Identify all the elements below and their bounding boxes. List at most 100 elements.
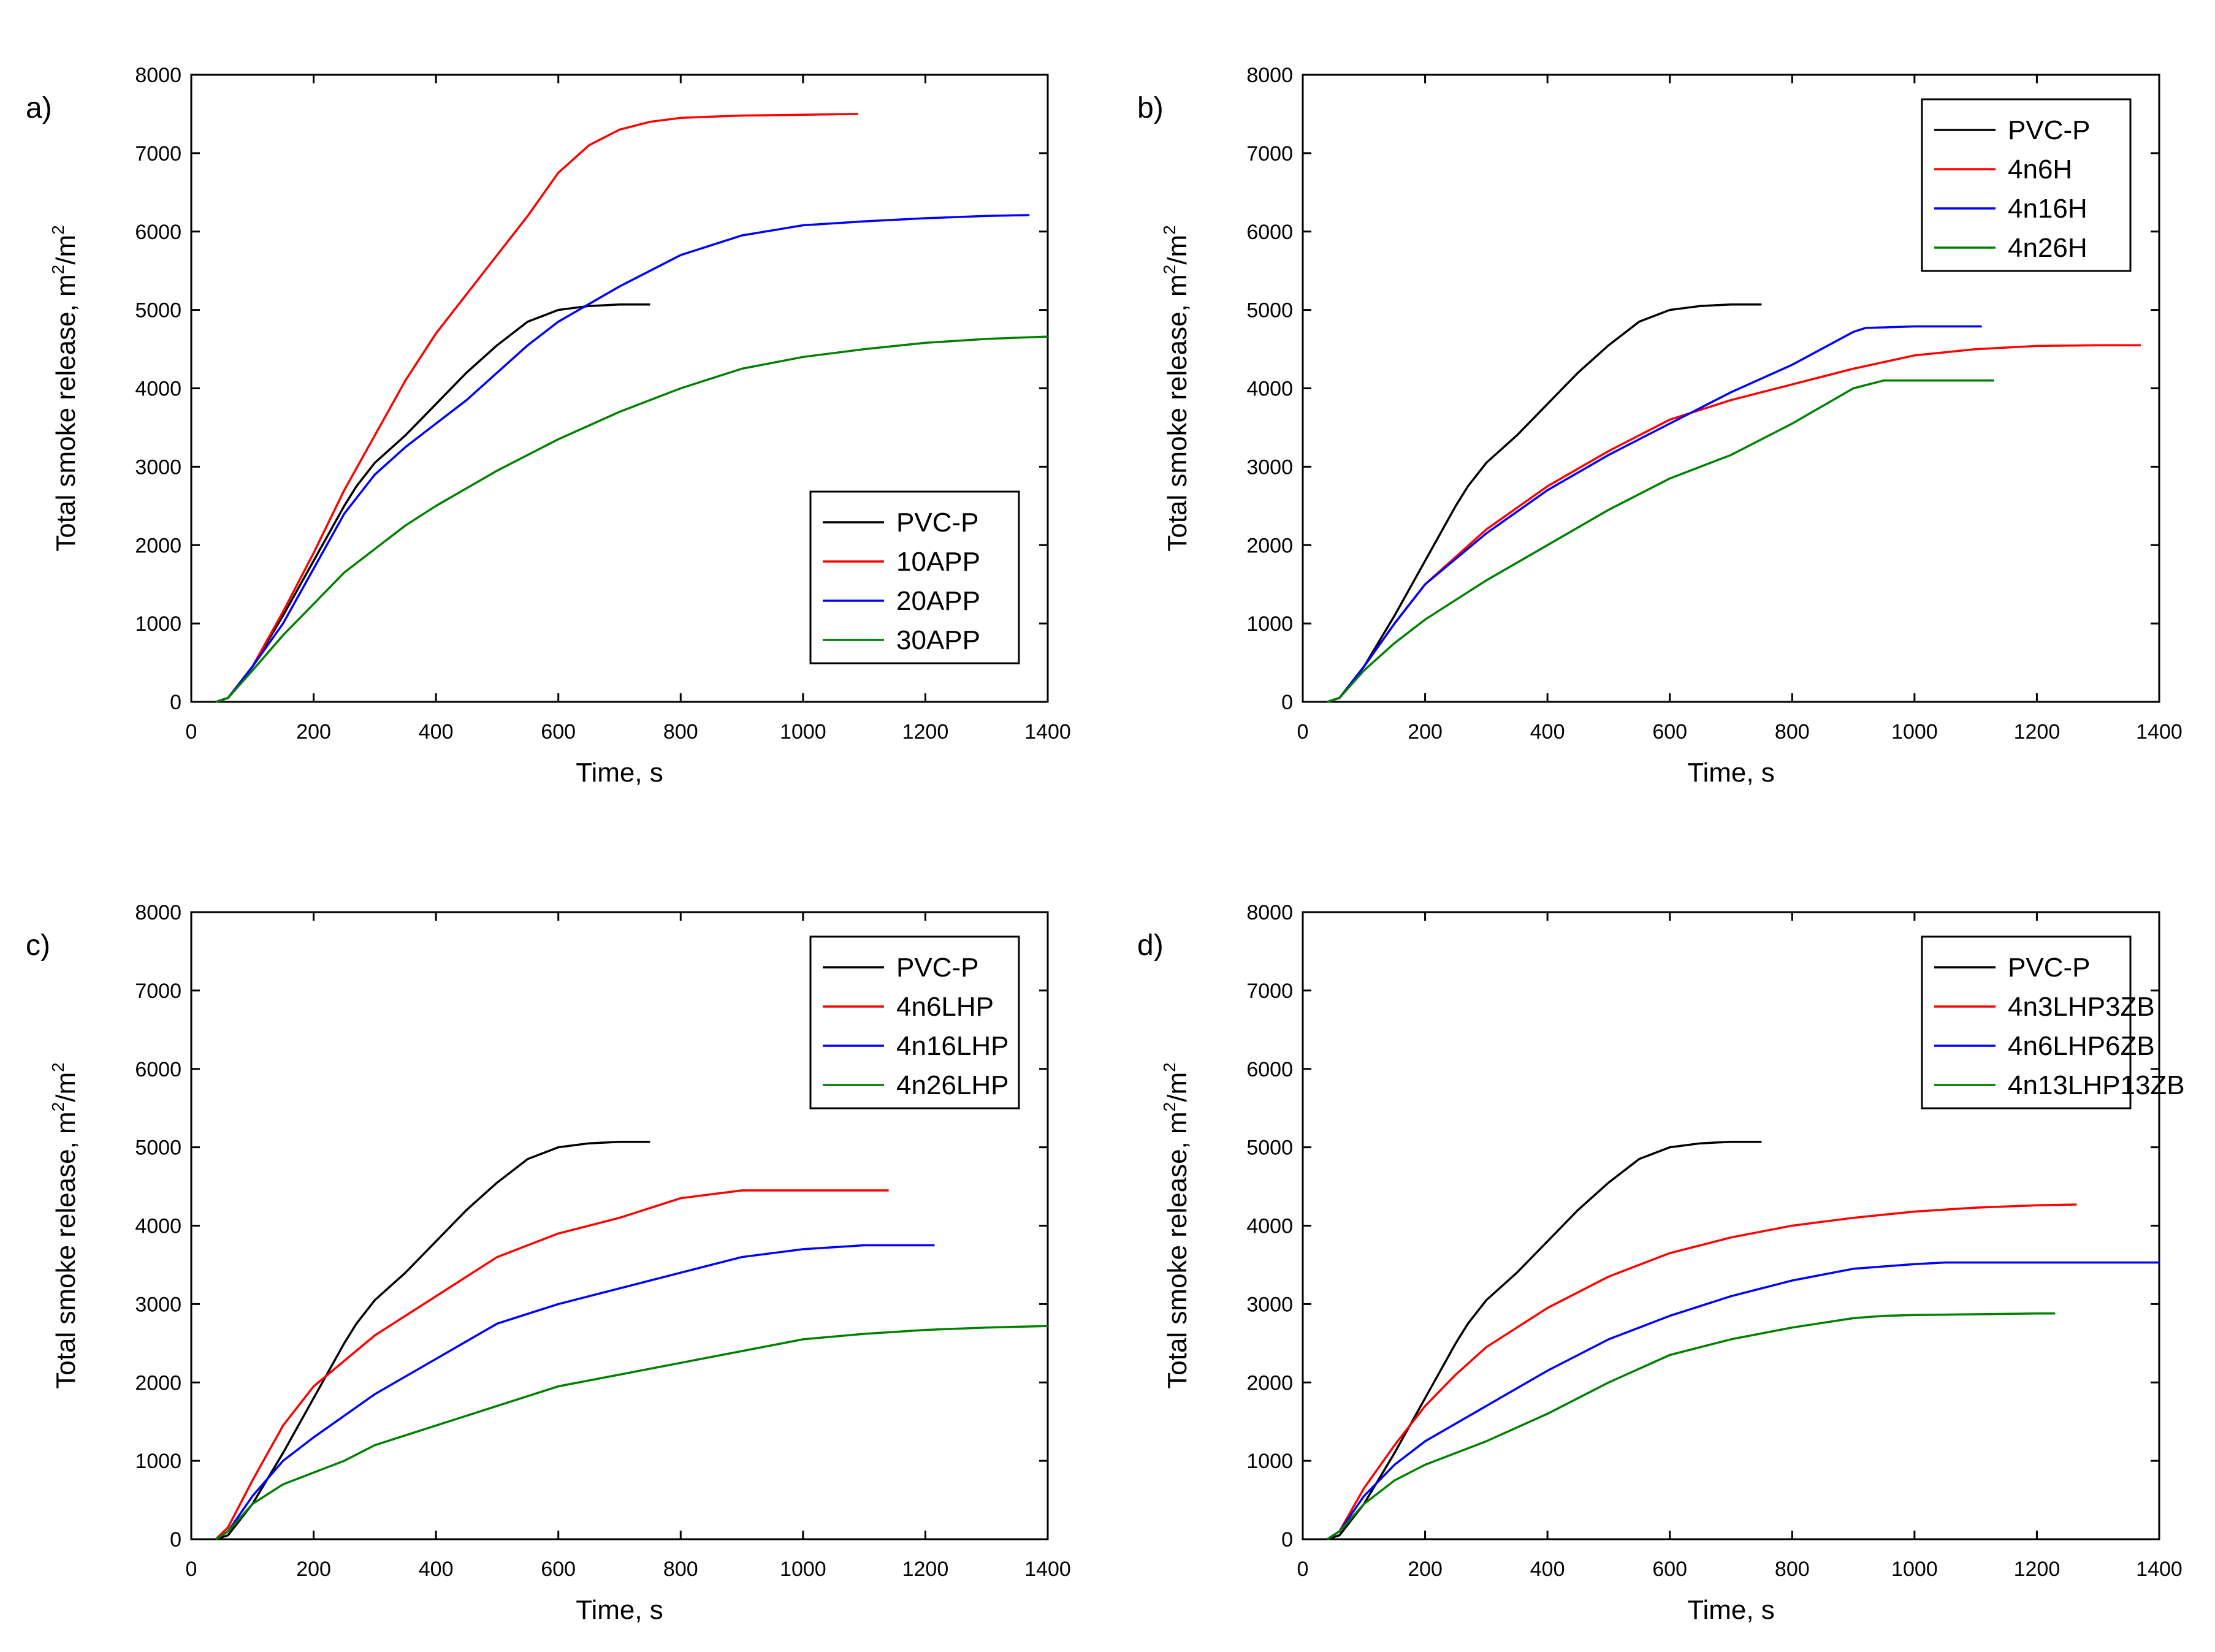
y-tick-label: 3000 — [135, 455, 181, 479]
y-axis-title-sup: 2 — [48, 225, 67, 235]
y-tick-label: 6000 — [135, 1058, 181, 1081]
y-tick-label: 8000 — [1246, 901, 1293, 924]
x-tick-label: 600 — [1652, 1558, 1687, 1581]
x-tick-label: 800 — [663, 720, 698, 744]
x-tick-label: 1200 — [2014, 720, 2061, 744]
x-tick-label: 600 — [1652, 720, 1687, 744]
y-tick-label: 0 — [1281, 691, 1293, 714]
y-tick-label: 8000 — [1246, 64, 1293, 87]
x-tick-label: 0 — [1297, 720, 1309, 744]
y-axis-title-text: Total smoke release, m — [1162, 1111, 1192, 1388]
x-tick-label: 1000 — [780, 1558, 826, 1581]
legend: PVC-P 10APP 20APP 30APP — [809, 490, 1020, 664]
y-tick-label: 1000 — [135, 1450, 181, 1473]
y-tick-label: 1000 — [1246, 1450, 1293, 1473]
y-tick-label: 0 — [1281, 1528, 1293, 1551]
legend-box — [809, 490, 1020, 664]
series-line-4n3lhp3zb — [1326, 1203, 2077, 1540]
x-tick-label: 0 — [1297, 1558, 1309, 1581]
legend-label: 4n16H — [2008, 194, 2087, 224]
x-tick-label: 600 — [541, 1558, 576, 1581]
y-axis-title-sup: 2 — [1160, 225, 1179, 235]
y-axis-title-sup: 2 — [1160, 1062, 1179, 1072]
legend-label: 4n6LHP6ZB — [2008, 1031, 2155, 1061]
y-axis-title-text: Total smoke release, m — [51, 274, 81, 551]
y-axis-title-unit: /m — [51, 1072, 81, 1102]
panel-label: d) — [1137, 929, 1164, 962]
x-tick-label: 600 — [541, 720, 576, 744]
y-axis-title-unit: /m — [1162, 1072, 1192, 1102]
x-tick-label: 1000 — [1891, 720, 1938, 744]
panel-label: c) — [26, 929, 50, 962]
y-axis-title-sup: 2 — [48, 1062, 67, 1072]
series-line-30app — [215, 335, 1048, 703]
x-tick-label: 200 — [296, 1558, 331, 1581]
y-tick-label: 7000 — [1246, 142, 1293, 166]
legend: PVC-P 4n6LHP 4n16LHP 4n26LHP — [809, 935, 1020, 1110]
legend: PVC-P 4n6H 4n16H 4n26H — [1921, 98, 2132, 272]
x-axis-title: Time, s — [576, 1595, 663, 1625]
y-tick-label: 8000 — [135, 901, 181, 924]
legend-label: 4n6H — [2008, 154, 2072, 185]
y-tick-label: 6000 — [1246, 1058, 1293, 1081]
y-tick-label: 7000 — [135, 142, 181, 166]
x-tick-label: 0 — [186, 720, 197, 744]
y-tick-label: 4000 — [1246, 1215, 1293, 1238]
y-tick-label: 5000 — [1246, 299, 1293, 322]
legend-label: 10APP — [896, 547, 980, 577]
legend-label: 20APP — [896, 586, 980, 616]
y-axis-title: Total smoke release, m2/m2 — [48, 1062, 81, 1388]
y-tick-label: 3000 — [1246, 1293, 1293, 1316]
x-tick-label: 1400 — [2136, 720, 2183, 744]
x-tick-label: 1200 — [902, 1558, 949, 1581]
x-tick-label: 1400 — [1024, 1558, 1071, 1581]
x-axis-title: Time, s — [1687, 758, 1775, 788]
y-axis-title-text: Total smoke release, m — [1162, 274, 1192, 551]
legend-label: 30APP — [896, 625, 980, 655]
panel-label: b) — [1137, 92, 1164, 124]
y-tick-label: 5000 — [135, 1136, 181, 1160]
y-tick-label: 1000 — [1246, 612, 1293, 636]
y-axis-title-unit: /m — [51, 235, 81, 265]
y-tick-label: 5000 — [135, 299, 181, 322]
chart-panel-b: 0 200 400 600 800 1000 1200 1400 0 1000 2000 3000 40… — [1137, 64, 2183, 788]
y-tick-label: 3000 — [1246, 455, 1293, 479]
y-tick-label: 2000 — [1246, 534, 1293, 557]
series-line-4n26h — [1327, 379, 1994, 703]
x-tick-label: 1200 — [2014, 1558, 2061, 1581]
chart-panel-d: 0 200 400 600 800 1000 1200 1400 0 1000 2000 3000 40… — [1137, 901, 2185, 1625]
legend-label: PVC-P — [896, 953, 978, 983]
y-tick-label: 4000 — [135, 378, 181, 401]
y-tick-label: 1000 — [135, 612, 181, 636]
panel-label: a) — [26, 92, 52, 124]
x-axis-title: Time, s — [1687, 1595, 1775, 1625]
y-tick-label: 2000 — [1246, 1371, 1293, 1395]
legend-box — [809, 935, 1020, 1110]
x-tick-label: 800 — [663, 1558, 698, 1581]
x-tick-label: 400 — [1530, 720, 1565, 744]
y-tick-label: 6000 — [1246, 221, 1293, 244]
x-tick-label: 1400 — [2136, 1558, 2183, 1581]
y-tick-label: 7000 — [1246, 980, 1293, 1003]
series-line-4n16lhp — [215, 1244, 935, 1540]
x-tick-label: 400 — [419, 1558, 454, 1581]
x-axis-title: Time, s — [576, 758, 663, 788]
x-tick-label: 400 — [1530, 1558, 1565, 1581]
series-line-4n6lhp6zb — [1326, 1261, 2159, 1540]
y-tick-label: 5000 — [1246, 1136, 1293, 1160]
y-axis-title-sup: 2 — [48, 1102, 67, 1112]
y-tick-label: 0 — [170, 691, 181, 714]
legend-label: 4n26H — [2008, 233, 2087, 263]
x-tick-label: 400 — [419, 720, 454, 744]
y-axis-title-sup: 2 — [1160, 1102, 1179, 1112]
x-tick-label: 800 — [1775, 1558, 1810, 1581]
y-tick-label: 3000 — [135, 1293, 181, 1316]
x-tick-label: 1000 — [780, 720, 826, 744]
y-tick-label: 4000 — [1246, 378, 1293, 401]
x-tick-label: 1200 — [902, 720, 949, 744]
x-tick-label: 0 — [186, 1558, 197, 1581]
series-line-20app — [215, 214, 1030, 703]
y-tick-label: 2000 — [135, 534, 181, 557]
series-line-4n13lhp13zb — [1326, 1312, 2056, 1540]
